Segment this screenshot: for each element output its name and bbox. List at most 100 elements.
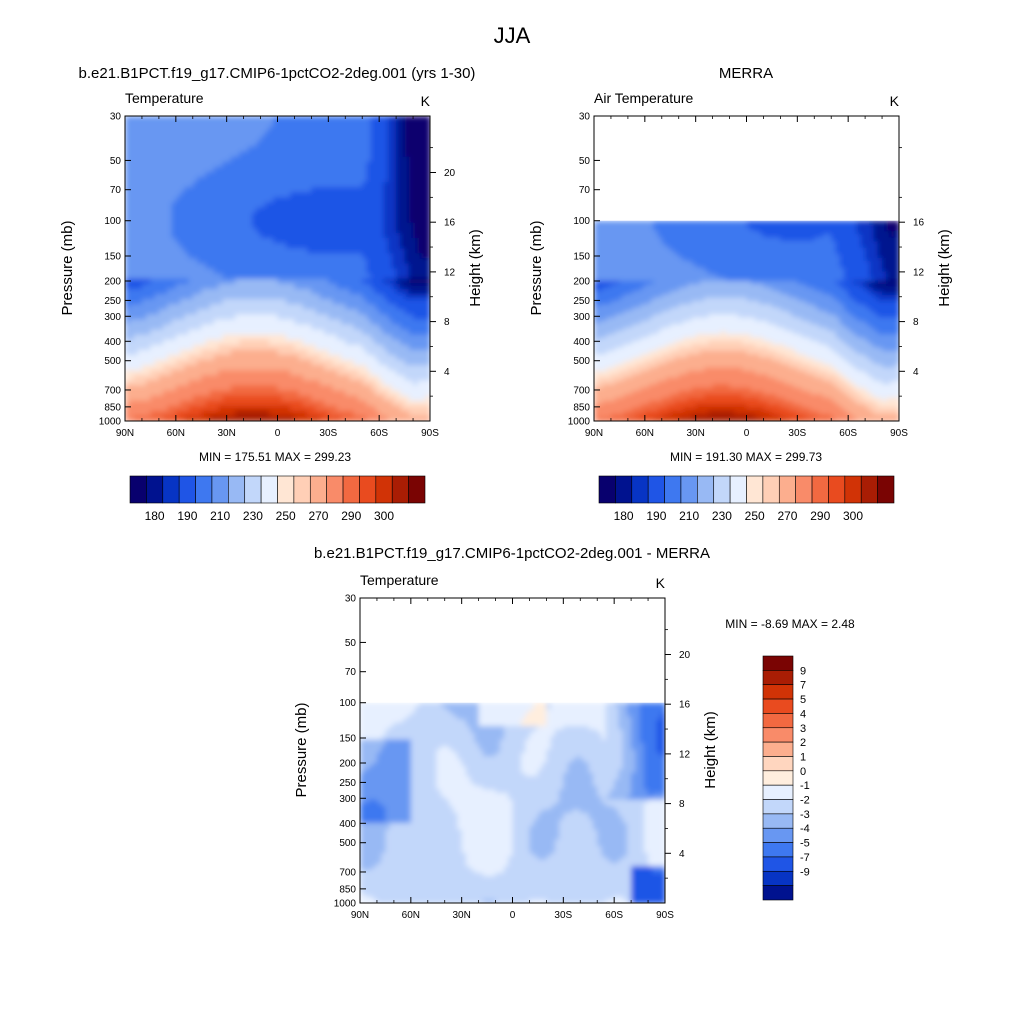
field-cell: [336, 121, 342, 127]
field-cell: [129, 365, 135, 371]
field-cell: [213, 375, 219, 381]
field-cell: [413, 268, 418, 275]
field-cell: [243, 187, 249, 193]
field-cell: [146, 263, 152, 270]
field-cell: [188, 232, 194, 239]
field-cell: [408, 126, 414, 132]
field-cell: [294, 212, 300, 219]
field-cell: [184, 360, 190, 366]
field-cell: [290, 207, 296, 214]
field-cell: [125, 243, 130, 249]
field-cell: [417, 116, 423, 122]
field-cell: [391, 385, 397, 392]
field-cell: [197, 339, 202, 346]
field-cell: [594, 237, 599, 242]
field-cell: [129, 263, 135, 270]
field-cell: [129, 161, 135, 168]
field-cell: [125, 227, 130, 234]
field-cell: [137, 217, 143, 224]
field-cell: [171, 121, 177, 127]
field-cell: [192, 136, 198, 143]
field-cell: [171, 405, 177, 412]
field-cell: [264, 166, 270, 173]
field-cell: [738, 224, 743, 228]
field-cell: [146, 370, 152, 376]
field-cell: [767, 244, 773, 249]
field-cell: [180, 385, 185, 392]
field-cell: [137, 116, 143, 122]
field-cell: [319, 283, 325, 290]
field-cell: [154, 299, 160, 305]
field-cell: [370, 390, 376, 397]
field-cell: [226, 156, 232, 163]
field-cell: [391, 227, 397, 234]
field-cell: [417, 177, 423, 183]
field-cell: [408, 304, 414, 310]
field-cell: [201, 192, 207, 198]
field-cell: [357, 192, 363, 198]
field-cell: [243, 171, 249, 178]
field-cell: [141, 319, 147, 326]
field-cell: [341, 349, 346, 356]
field-cell: [277, 339, 283, 346]
field-cell: [277, 288, 283, 295]
field-cell: [404, 334, 410, 341]
field-cell: [209, 156, 215, 163]
field-cell: [180, 278, 185, 285]
field-cell: [235, 212, 240, 219]
field-cell: [129, 380, 135, 387]
field-cell: [374, 415, 380, 421]
field-cell: [332, 370, 338, 376]
field-cell: [349, 349, 355, 356]
field-cell: [167, 253, 173, 259]
field-cell: [391, 121, 397, 127]
field-cell: [776, 224, 781, 228]
field-cell: [341, 400, 346, 407]
field-cell: [404, 278, 410, 285]
field-cell: [341, 329, 346, 336]
field-cell: [209, 207, 215, 214]
field-cell: [725, 234, 731, 239]
field-cell: [421, 156, 427, 163]
field-cell: [235, 131, 240, 137]
field-cell: [192, 263, 198, 270]
field-cell: [247, 116, 253, 122]
field-cell: [746, 244, 752, 249]
field-cell: [302, 217, 308, 224]
field-cell: [188, 314, 194, 320]
field-cell: [387, 360, 393, 366]
field-cell: [158, 227, 164, 234]
field-cell: [184, 227, 190, 234]
field-cell: [201, 319, 207, 326]
field-cell: [167, 314, 173, 320]
field-cell: [209, 309, 215, 315]
field-cell: [230, 415, 236, 421]
field-cell: [264, 299, 270, 305]
field-cell: [336, 273, 342, 280]
field-cell: [404, 177, 410, 183]
field-cell: [175, 288, 181, 295]
field-cell: [277, 161, 283, 168]
field-cell: [146, 146, 152, 153]
field-cell: [247, 161, 253, 168]
x-tick-label: 60S: [370, 428, 388, 439]
field-cell: [239, 395, 245, 402]
field-cell: [353, 370, 359, 376]
field-cell: [235, 136, 240, 143]
field-cell: [281, 380, 287, 387]
field-cell: [332, 390, 338, 397]
field-cell: [290, 380, 296, 387]
field-cell: [332, 141, 338, 148]
field-cell: [387, 319, 393, 326]
field-cell: [357, 222, 363, 229]
field-cell: [158, 400, 164, 407]
field-cell: [408, 131, 414, 137]
field-cell: [150, 365, 156, 371]
field-cell: [188, 304, 194, 310]
field-cell: [226, 253, 232, 259]
field-cell: [290, 182, 296, 188]
field-cell: [640, 230, 646, 235]
field-cell: [302, 151, 308, 158]
field-cell: [661, 237, 667, 242]
field-cell: [192, 349, 198, 356]
